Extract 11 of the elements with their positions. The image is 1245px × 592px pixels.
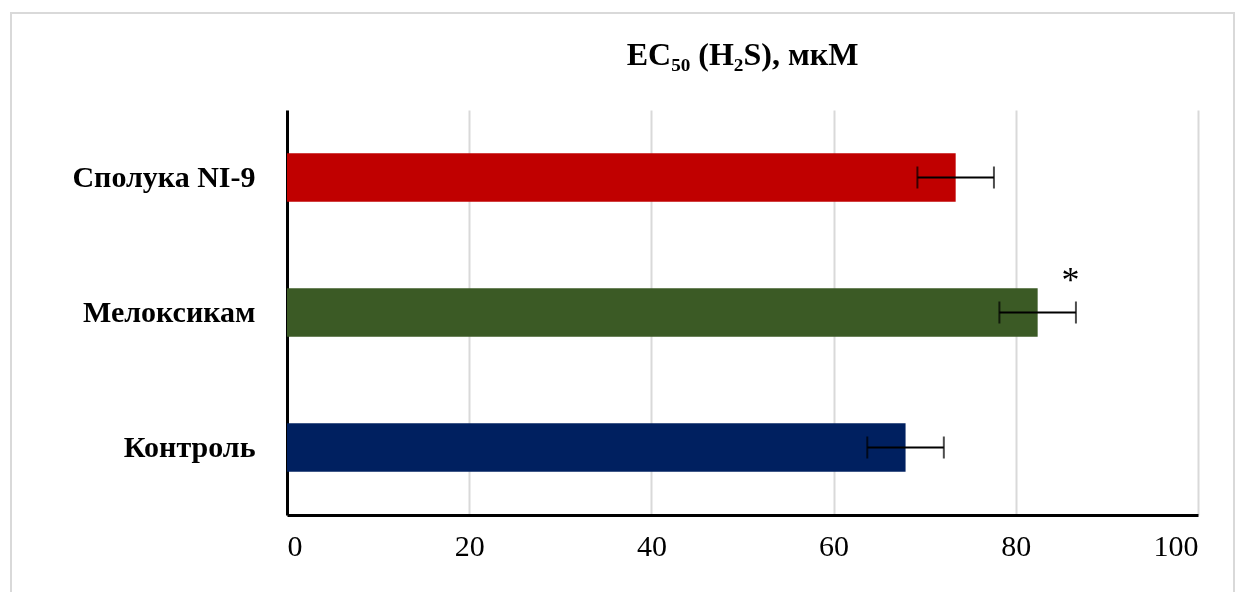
x-tick-label: 20 <box>454 528 485 562</box>
x-tick-label: 40 <box>636 528 667 562</box>
x-tick-label: 80 <box>1001 528 1032 562</box>
y-tick-label: Контроль <box>123 429 256 463</box>
y-tick-label: Мелоксикам <box>83 294 256 328</box>
x-tick-label: 0 <box>287 528 303 562</box>
y-tick-label: Сполука NI-9 <box>72 159 256 193</box>
x-tick-label: 100 <box>1153 528 1199 562</box>
chart-title: EC₅₀ (H₂S), мкМ <box>626 36 859 72</box>
x-tick-label: 60 <box>819 528 850 562</box>
annotation: * <box>1061 259 1080 300</box>
